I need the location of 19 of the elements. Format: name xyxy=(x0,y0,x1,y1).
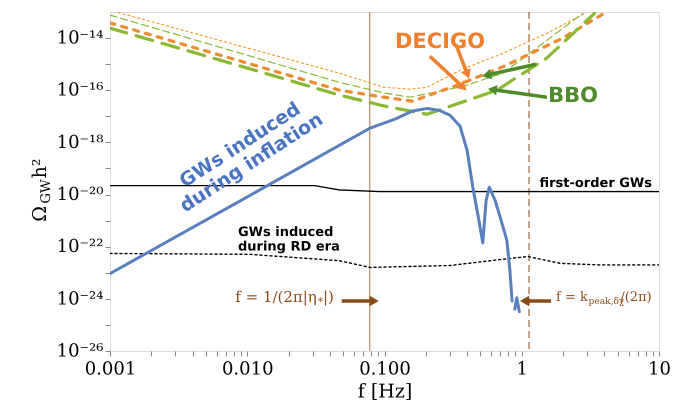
y-axis-title: ΩGWh² xyxy=(29,158,54,222)
y-tick-label: 10⁻²² xyxy=(56,236,104,258)
y-tick-label: 10⁻²⁴ xyxy=(56,288,104,310)
annotation: DECIGO xyxy=(394,29,486,53)
x-tick-label: 0.100 xyxy=(359,358,411,380)
x-tick-label: 1 xyxy=(516,358,528,380)
annotation: GWs induced during RD era xyxy=(238,225,340,254)
x-tick-label: 0.010 xyxy=(222,358,274,380)
x-tick-label: 10 xyxy=(648,358,671,380)
y-tick-label: 10⁻¹⁶ xyxy=(56,80,104,101)
x-axis-title: f [Hz] xyxy=(358,380,412,402)
y-tick-label: 10⁻¹⁴ xyxy=(56,28,104,49)
annotation: BBO xyxy=(548,83,598,107)
y-tick-label: 10⁻²⁰ xyxy=(56,184,104,206)
annotation: first-order GWs xyxy=(539,176,652,191)
y-tick-label: 10⁻²⁶ xyxy=(56,340,104,362)
x-tick-label: 0.001 xyxy=(84,358,136,380)
y-tick-label: 10⁻¹⁸ xyxy=(56,132,104,153)
annotation: f = 1/(2π|η*|) xyxy=(235,288,334,308)
